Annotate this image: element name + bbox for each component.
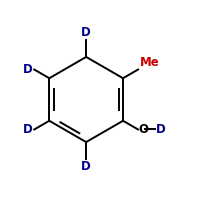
Text: D: D (81, 25, 91, 39)
Text: D: D (23, 63, 33, 76)
Text: D: D (81, 160, 91, 174)
Text: D: D (156, 123, 165, 136)
Text: Me: Me (140, 56, 159, 68)
Text: O: O (139, 123, 149, 136)
Text: D: D (23, 123, 33, 136)
